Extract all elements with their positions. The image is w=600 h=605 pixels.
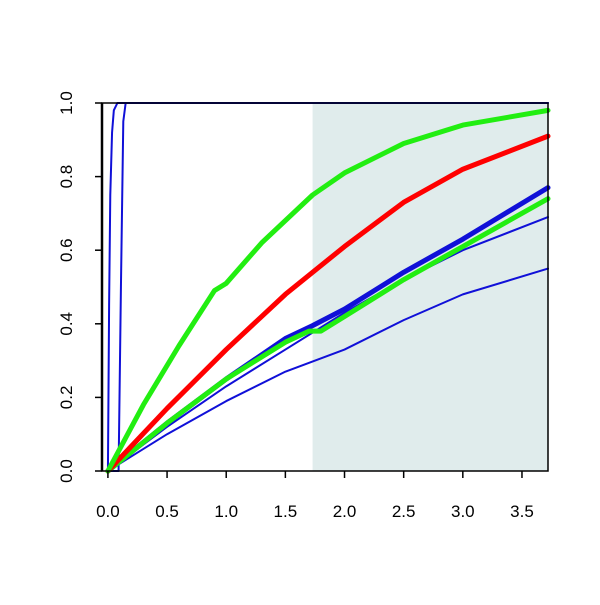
series-line-6 xyxy=(105,196,551,474)
y-tick-label: 1.0 xyxy=(57,91,76,115)
y-tick-label: 0.0 xyxy=(57,459,76,483)
x-tick-label: 1.0 xyxy=(214,502,238,521)
x-tick-label: 1.5 xyxy=(274,502,298,521)
y-tick-label: 0.6 xyxy=(57,238,76,262)
y-tick-label: 0.2 xyxy=(57,386,76,410)
series-line-3 xyxy=(106,267,549,472)
x-tick-label: 3.0 xyxy=(451,502,475,521)
shaded-region xyxy=(312,103,548,471)
y-tick-label: 0.4 xyxy=(57,312,76,336)
x-tick-label: 0.0 xyxy=(96,502,120,521)
series-line-7 xyxy=(105,133,551,474)
x-tick-label: 0.5 xyxy=(155,502,179,521)
x-tick-label: 2.5 xyxy=(392,502,416,521)
series-line-8 xyxy=(105,107,551,474)
x-tick-label: 2.0 xyxy=(333,502,357,521)
y-tick-label: 0.8 xyxy=(57,165,76,189)
x-tick-label: 3.5 xyxy=(510,502,534,521)
